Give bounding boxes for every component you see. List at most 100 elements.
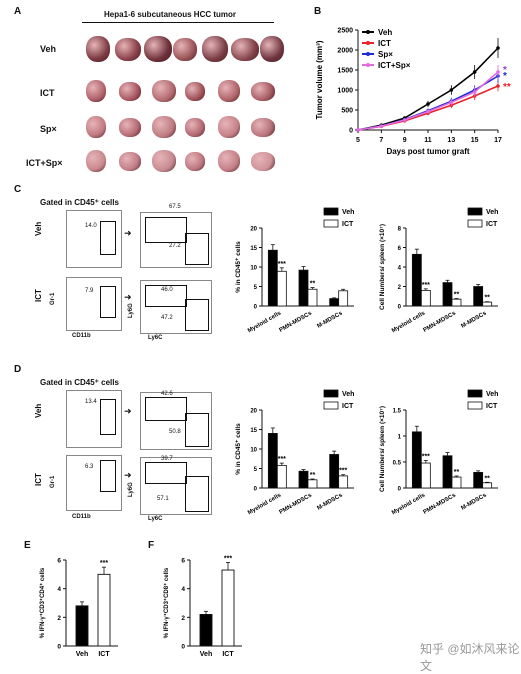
bar <box>329 298 340 307</box>
y-tick-label: 5 <box>254 467 258 473</box>
panel-d-bar-chart-counts: 0 0.5 1 1.5 Cell Numbers/ spleen (×10⁷) *** My… <box>379 389 498 516</box>
significance-marker: ** <box>454 291 460 298</box>
x-tick-label: M-MDSCs <box>460 310 488 330</box>
gate-box <box>145 397 187 421</box>
tumor-sample-image <box>119 82 141 101</box>
tumor-sample-image <box>86 36 110 62</box>
legend-label: Veh <box>342 391 354 398</box>
y-tick-label: 6 <box>181 558 185 565</box>
x-tick-label: 5 <box>356 137 360 144</box>
y-tick-label: 500 <box>341 108 353 115</box>
tumor-sample-image <box>152 116 176 138</box>
panel-c-row-ict: ICT <box>34 289 43 302</box>
arrow-icon: ➜ <box>124 292 132 302</box>
significance-marker: *** <box>278 456 286 463</box>
legend-marker <box>366 41 370 45</box>
panel-a-row-ict-spx: ICT+Sp× <box>26 158 63 168</box>
panel-e-label: E <box>24 540 31 551</box>
significance-marker: ** <box>310 472 316 479</box>
data-point <box>496 70 500 74</box>
x-tick-label: 17 <box>494 137 502 144</box>
significance-marker: ** <box>484 475 490 482</box>
panel-a-title-rule <box>82 22 274 23</box>
arrow-icon: ➜ <box>124 406 132 416</box>
y-tick-label: 0 <box>254 305 258 311</box>
gate-box <box>100 221 116 255</box>
series-line-1 <box>357 85 499 131</box>
y-tick-label: 2 <box>398 285 402 291</box>
data-point <box>496 84 500 88</box>
data-point <box>472 70 477 74</box>
bar <box>75 605 89 647</box>
y-tick-label: 6 <box>398 246 402 252</box>
legend-swatch <box>323 219 339 228</box>
gate-value: 57.1 <box>157 496 169 502</box>
panel-f-bar-chart: 0 2 4 6 % IFN-γ⁺CD3⁺CD8⁺ cells Veh ICT *** <box>163 555 242 658</box>
y-tick-label: 2500 <box>337 28 353 35</box>
legend-marker <box>366 52 370 56</box>
panel-d-axis-cd11b: CD11b <box>72 514 91 520</box>
data-point <box>379 124 384 128</box>
gate-value: 47.2 <box>161 315 173 321</box>
tumor-sample-image <box>260 36 284 62</box>
tumor-sample-image <box>231 38 259 61</box>
y-tick-label: 0 <box>181 644 185 651</box>
gate-box <box>100 286 116 318</box>
tumor-sample-image <box>185 152 205 171</box>
legend-label: ICT+Sp× <box>378 61 411 70</box>
y-tick-label: 2 <box>57 615 61 622</box>
panel-d-gate-title: Gated in CD45⁺ cells <box>40 378 119 387</box>
legend-swatch <box>323 207 339 216</box>
gate-value: 50.8 <box>169 429 181 435</box>
y-axis-label: % in CD45⁺ cells <box>235 423 242 475</box>
significance-marker: ** <box>454 469 460 476</box>
tumor-sample-image <box>185 118 205 137</box>
gate-box <box>185 299 209 331</box>
legend-label: ICT <box>486 403 498 410</box>
significance-marker: ** <box>484 295 490 302</box>
x-tick-label: 9 <box>403 137 407 144</box>
panel-c-subflow-veh: 67.5 27.2 <box>140 204 212 268</box>
gate-box <box>145 462 187 484</box>
legend-swatch <box>323 389 339 398</box>
x-axis-label: Days post tumor graft <box>386 147 469 156</box>
panel-c-subflow-ict: 46.0 47.2 <box>140 280 212 334</box>
gate-box <box>100 399 116 435</box>
y-tick-label: 4 <box>181 586 185 593</box>
bar <box>442 282 453 307</box>
y-tick-label: 5 <box>254 285 258 291</box>
tumor-photo-grid <box>80 30 290 180</box>
x-tick-label: Veh <box>200 651 212 658</box>
x-tick-label: 13 <box>447 137 455 144</box>
y-tick-label: 15 <box>250 246 257 252</box>
gate-value: 42.6 <box>161 391 173 397</box>
data-point <box>472 90 477 94</box>
x-tick-label: PMN-MDSCs <box>423 310 458 334</box>
bar <box>411 253 422 307</box>
y-axis-label: Cell Numbers/ spleen (×10⁷) <box>379 224 386 310</box>
bar <box>420 462 431 489</box>
panel-d-axis-ly6c: Ly6C <box>148 516 163 522</box>
legend-label: Veh <box>486 391 498 398</box>
x-tick-label: ICT <box>98 651 110 658</box>
legend-swatch <box>467 219 483 228</box>
legend-label: ICT <box>378 39 391 48</box>
y-axis-label: % IFN-γ⁺CD3⁺CD8⁺ cells <box>163 567 170 638</box>
panel-c-flow-ict: 7.9 <box>66 277 122 331</box>
y-tick-label: 0 <box>398 487 402 493</box>
data-point <box>449 100 454 105</box>
tumor-sample-image <box>86 80 106 102</box>
y-tick-label: 0.5 <box>393 461 402 467</box>
legend-swatch <box>323 401 339 410</box>
tumor-sample-image <box>251 118 275 137</box>
panel-a-row-ict: ICT <box>40 88 55 98</box>
data-point <box>426 109 430 114</box>
panel-a-row-veh: Veh <box>40 44 57 54</box>
legend-swatch <box>467 389 483 398</box>
legend-swatch <box>467 401 483 410</box>
significance-marker: *** <box>100 560 108 567</box>
x-tick-label: 7 <box>379 137 383 144</box>
panel-a-row-spx: Sp× <box>40 124 57 134</box>
panel-c-axis-ly6g: Ly6G <box>128 303 134 318</box>
y-tick-label: 4 <box>398 266 402 272</box>
